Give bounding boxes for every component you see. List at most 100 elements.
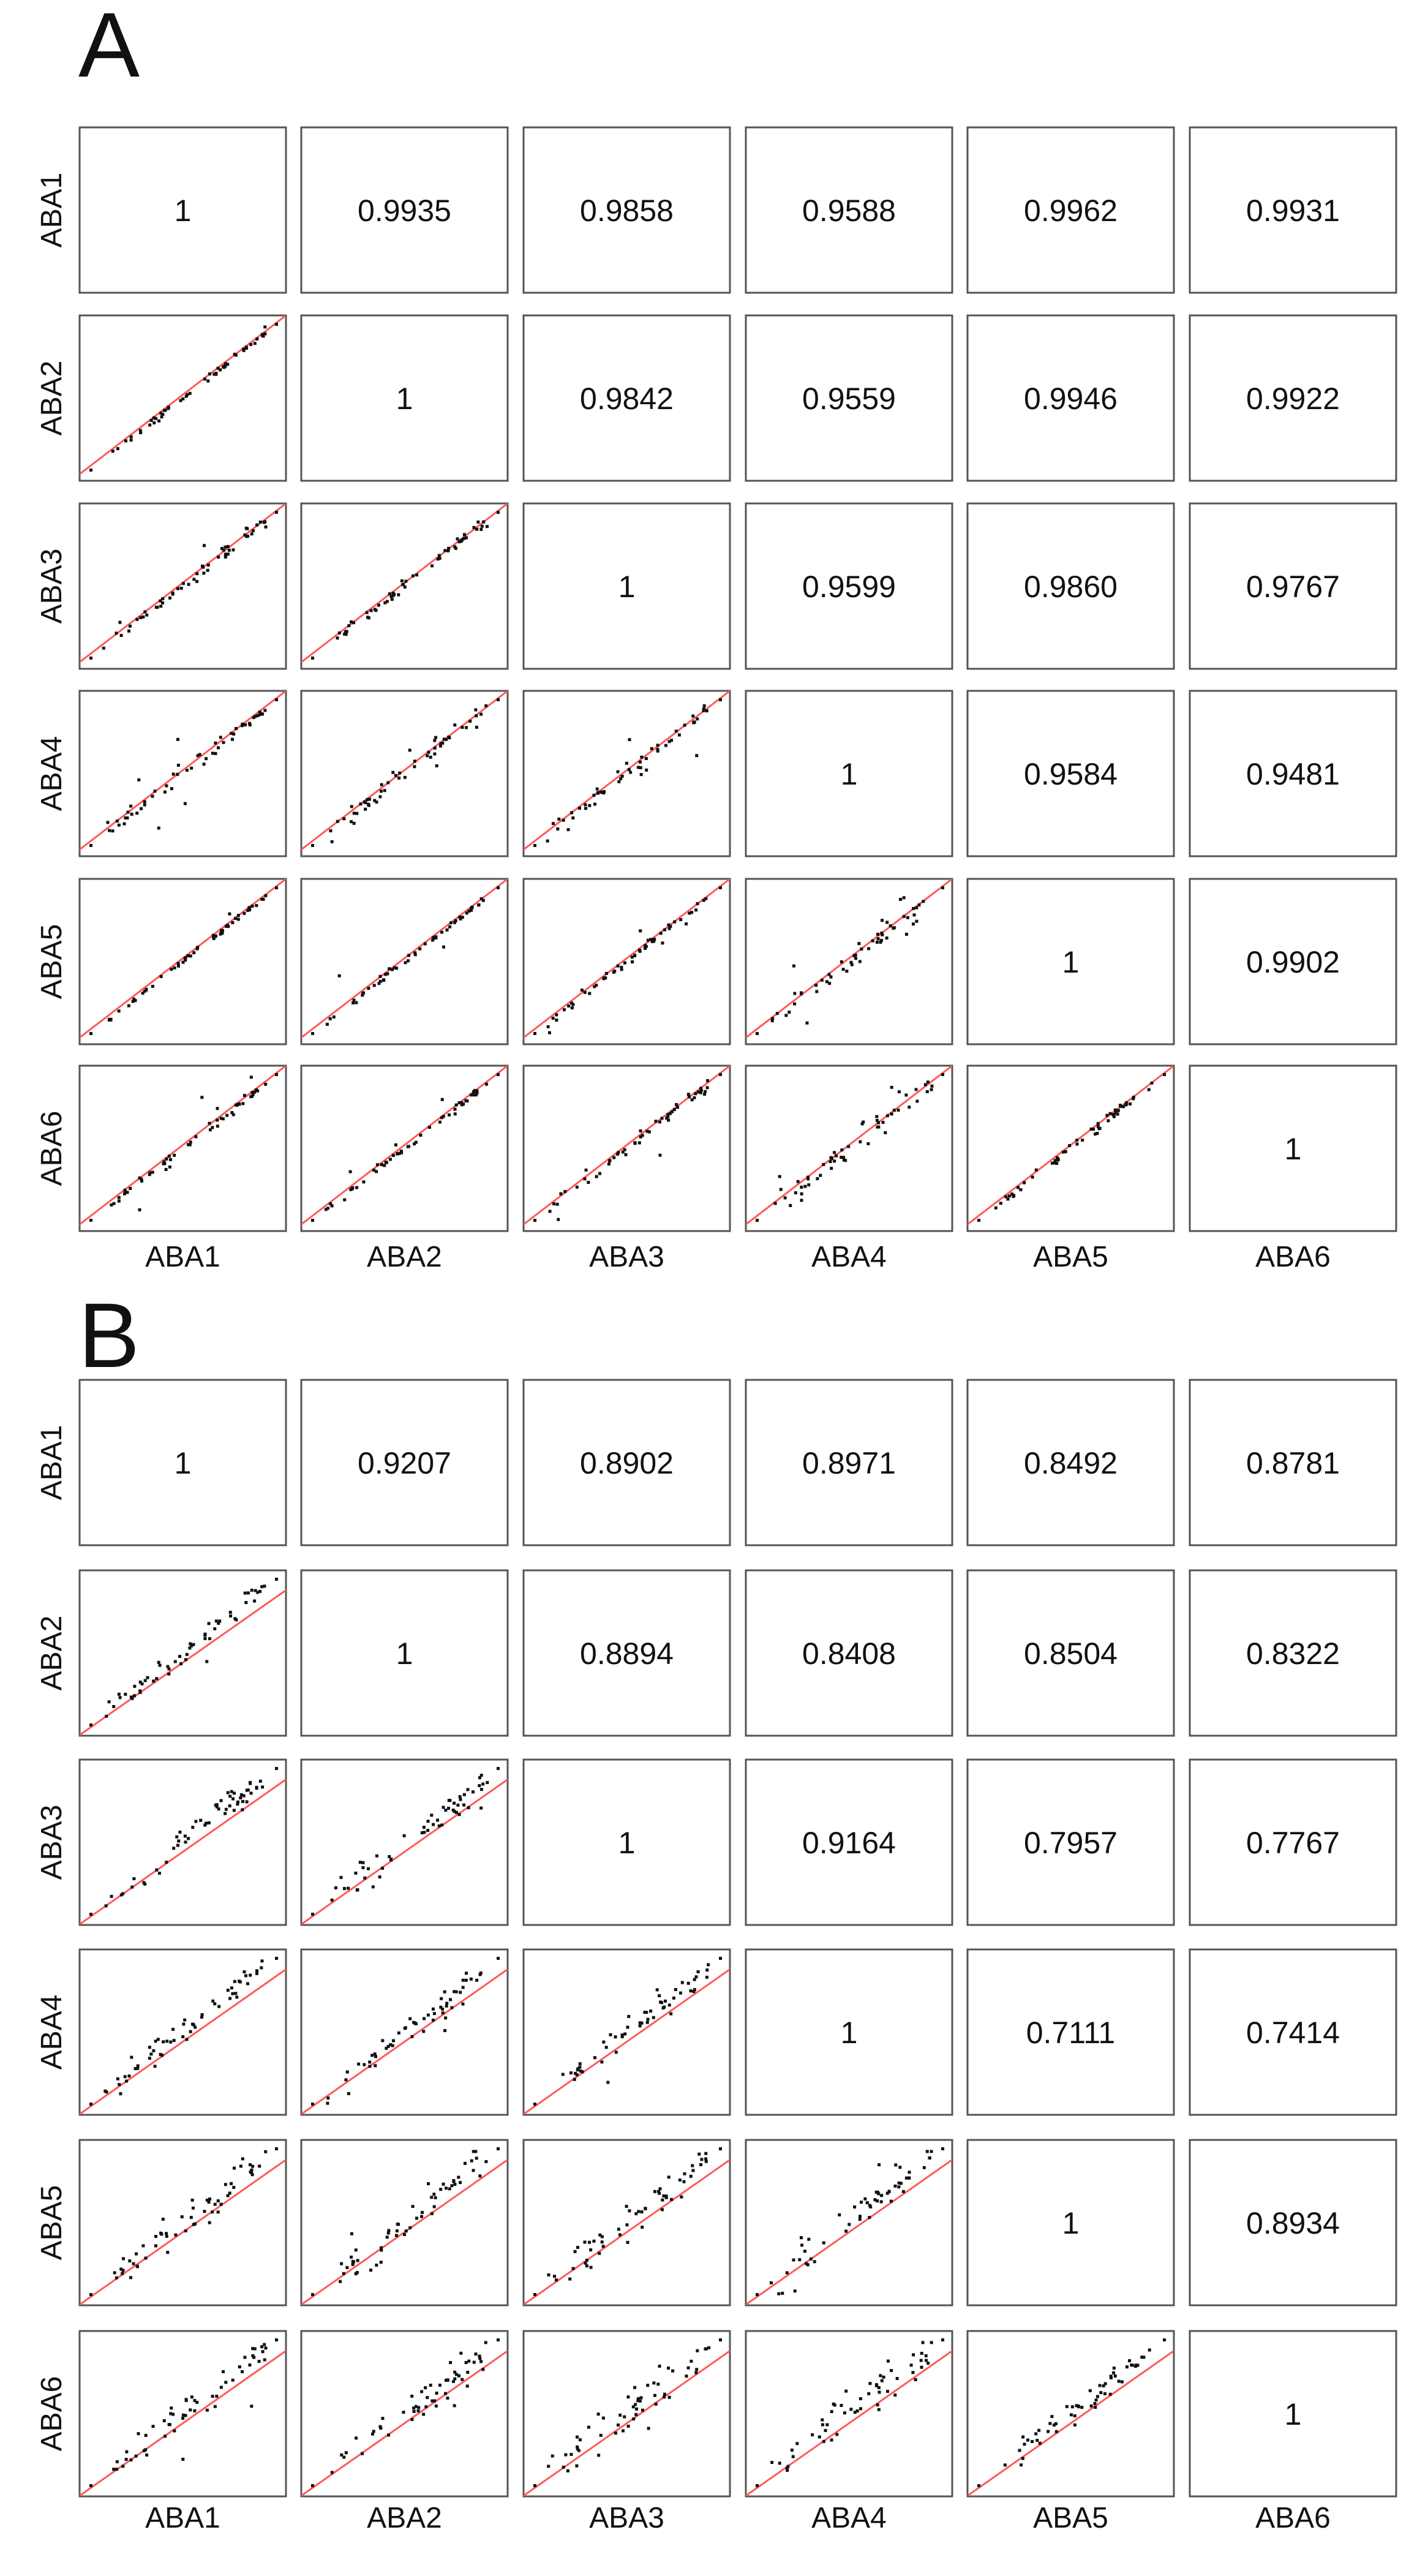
matrix-cell-aba3-aba3: 1 (522, 502, 731, 670)
scatter-point (479, 1971, 483, 1975)
scatter-point (136, 2066, 140, 2070)
fit-line (301, 1779, 508, 1925)
scatter-point (704, 897, 708, 900)
scatter-point (442, 945, 446, 949)
scatter-point (193, 2409, 197, 2412)
scatter-point (1096, 1122, 1100, 1126)
scatter-point (166, 1665, 170, 1668)
scatter-point (593, 985, 596, 989)
scatter-point (704, 2160, 708, 2163)
scatter-point (217, 1621, 220, 1625)
row-label-aba3: ABA3 (36, 1805, 68, 1880)
scatter-point (255, 1969, 259, 1973)
scatter-point (699, 1088, 703, 1092)
scatter-point (184, 2398, 188, 2402)
scatter-point (533, 1032, 536, 1035)
fit-line (301, 2159, 508, 2305)
scatter-point (344, 2078, 348, 2082)
fit-line (80, 2350, 286, 2496)
scatter-point (468, 720, 472, 723)
scatter-point (275, 2147, 278, 2150)
scatter-point (350, 2232, 353, 2235)
scatter-point (628, 738, 631, 742)
scatter-point (598, 1172, 602, 1175)
scatter-point (692, 1990, 696, 1994)
matrix-cell-aba6-aba4 (745, 2330, 953, 2498)
scatter-point (167, 1667, 171, 1671)
scatter-point (258, 520, 262, 524)
scatter-point (459, 1798, 462, 1801)
cell-frame (78, 1379, 287, 1546)
scatter-point (165, 2234, 168, 2238)
scatter-point (250, 904, 254, 908)
scatter-point (880, 2194, 884, 2198)
scatter-point (917, 903, 921, 907)
scatter-point (205, 2408, 209, 2412)
scatter-point (465, 2384, 469, 2388)
scatter-point (449, 921, 453, 925)
scatter-point (476, 520, 480, 524)
scatter-point (388, 1855, 391, 1858)
matrix-cell-aba3-aba3: 1 (522, 1758, 731, 1926)
scatter-point (176, 772, 179, 776)
scatter-point (359, 802, 363, 806)
scatter-point (124, 2458, 128, 2461)
scatter-point (704, 2152, 708, 2155)
cell-frame (1189, 690, 1397, 857)
scatter-point (841, 968, 845, 971)
scatter-point (102, 646, 105, 650)
scatter-point (208, 1128, 212, 1132)
scatter-point (224, 2183, 227, 2186)
scatter-point (589, 2248, 593, 2252)
scatter-point (89, 2293, 92, 2296)
scatter-point (705, 709, 708, 713)
fit-line (524, 1968, 730, 2115)
scatter-point (604, 971, 608, 975)
scatter-point (443, 1990, 446, 1994)
scatter-point (263, 2343, 266, 2346)
scatter-point (873, 2198, 877, 2202)
scatter-point (170, 968, 173, 971)
scatter-point (422, 2412, 426, 2416)
scatter-point (655, 1988, 659, 1992)
scatter-point (408, 2017, 412, 2021)
scatter-point (584, 1168, 588, 1172)
scatter-point (697, 2152, 701, 2156)
scatter-point (658, 2187, 662, 2191)
scatter-point (89, 1723, 92, 1727)
scatter-point (246, 527, 249, 530)
scatter-point (680, 2195, 683, 2199)
scatter-point (574, 2071, 577, 2075)
correlation-value: 0.9584 (1024, 757, 1118, 791)
scatter-point (260, 712, 263, 715)
scatter-point (168, 596, 171, 600)
diagonal-value: 1 (1285, 2397, 1302, 2431)
scatter-point (640, 755, 644, 759)
scatter-point (434, 2404, 438, 2408)
scatter-point (585, 2258, 588, 2262)
scatter-point (1150, 1081, 1154, 1085)
scatter-point (363, 1876, 367, 1880)
scatter-point (472, 525, 476, 529)
scatter-point (141, 615, 145, 619)
scatter-point (215, 1805, 219, 1809)
scatter-point (614, 2431, 617, 2435)
scatter-point (243, 533, 247, 537)
scatter-point (324, 1208, 328, 1211)
scatter-point (696, 2349, 699, 2352)
scatter-point (828, 982, 832, 985)
scatter-point (112, 1704, 116, 1708)
scatter-point (877, 2390, 881, 2394)
scatter-point (188, 1143, 192, 1147)
scatter-point (115, 631, 118, 635)
scatter-point (800, 1192, 803, 1196)
scatter-point (467, 910, 471, 913)
scatter-point (704, 2347, 707, 2351)
scatter-point (634, 2412, 638, 2416)
scatter-point (1116, 1109, 1120, 1112)
matrix-cell-aba2-aba2: 1 (300, 314, 509, 482)
scatter-point (134, 2252, 138, 2256)
cell-frame (78, 126, 287, 294)
matrix-cell-aba4-aba6: 0.9481 (1189, 690, 1397, 857)
scatter-point (596, 2412, 600, 2416)
